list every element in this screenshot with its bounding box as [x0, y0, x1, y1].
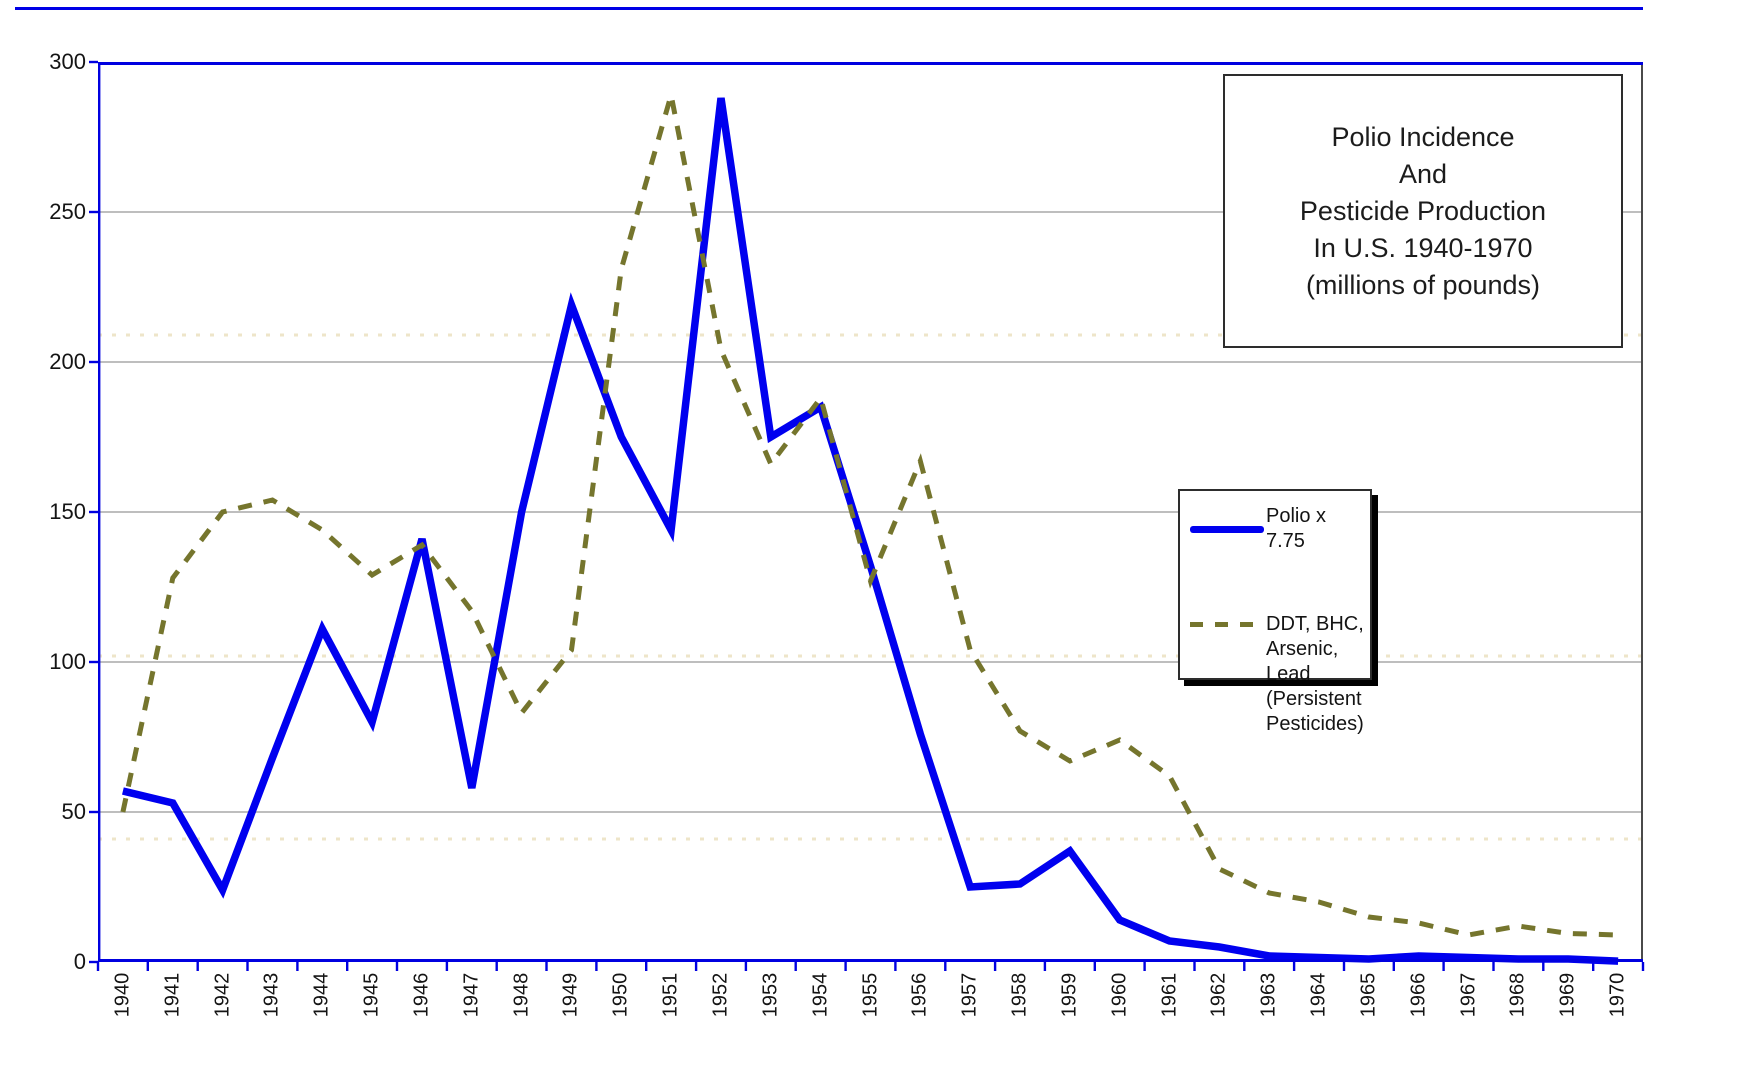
- x-axis-label: 1970: [1606, 972, 1629, 1018]
- chart-title-line: In U.S. 1940-1970: [1313, 232, 1533, 263]
- x-axis-label: 1969: [1556, 972, 1579, 1018]
- x-axis-label: 1968: [1506, 972, 1529, 1018]
- x-axis-label: 1964: [1307, 972, 1330, 1018]
- x-axis-label: 1949: [559, 972, 582, 1018]
- x-axis-label: 1948: [510, 972, 533, 1018]
- legend-pesticide-dash-sample-icon: [1190, 622, 1260, 627]
- y-axis-label: 150: [49, 499, 86, 524]
- y-axis-label: 100: [49, 649, 86, 674]
- x-axis-label: 1955: [859, 972, 881, 1018]
- chart-title-line: Pesticide Production: [1299, 195, 1547, 226]
- chart-outer-border-top: [15, 7, 1643, 10]
- x-axis-label: 1962: [1207, 972, 1230, 1018]
- x-axis-label: 1944: [310, 972, 333, 1018]
- legend-box: Polio x 7.75 DDT, BHC, Arsenic, Lead (Pe…: [1178, 489, 1372, 735]
- plot-area: [89, 60, 1645, 971]
- y-axis-label: 300: [49, 49, 86, 74]
- x-axis-label: 1963: [1257, 972, 1280, 1018]
- x-axis-label: 1960: [1108, 972, 1131, 1018]
- x-axis-label: 1940: [111, 972, 134, 1018]
- y-axis-label: 0: [73, 949, 86, 974]
- x-axis-label: 1953: [759, 972, 782, 1018]
- x-axis-label: 1957: [958, 972, 981, 1018]
- y-axis-label: 50: [61, 799, 86, 824]
- x-axis-label: 1961: [1158, 972, 1181, 1018]
- x-axis-label: 1958: [1008, 972, 1031, 1018]
- chart-title-line: Polio Incidence: [1331, 121, 1515, 152]
- x-axis-label: 1943: [260, 972, 283, 1018]
- chart-title-box: Polio Incidence And Pesticide Production…: [1223, 74, 1623, 348]
- x-axis-label: 1956: [908, 972, 931, 1018]
- legend-item-pesticides: DDT, BHC, Arsenic, Lead (Persistent Pest…: [1190, 612, 1366, 737]
- legend-item-polio: Polio x 7.75: [1190, 504, 1366, 554]
- x-axis-label: 1959: [1058, 972, 1081, 1018]
- y-axis-label: 200: [49, 349, 86, 374]
- y-axis-label: 250: [49, 199, 86, 224]
- x-axis-label: 1941: [161, 972, 184, 1018]
- x-axis-label: 1967: [1457, 972, 1480, 1018]
- x-axis-label: 1945: [360, 972, 383, 1018]
- x-axis-label: 1942: [211, 972, 234, 1018]
- legend-polio-line-sample-icon: [1190, 525, 1264, 533]
- x-axis-label: 1952: [709, 972, 732, 1018]
- x-axis-label: 1951: [659, 972, 682, 1018]
- chart-title-line: (millions of pounds): [1305, 269, 1541, 300]
- x-axis-label: 1950: [609, 972, 632, 1018]
- legend-polio-label: Polio x 7.75: [1266, 505, 1327, 552]
- chart-title-line: And: [1398, 158, 1448, 189]
- x-axis-label: 1954: [809, 972, 832, 1018]
- x-axis-label: 1947: [460, 972, 483, 1018]
- x-axis-label: 1965: [1357, 972, 1380, 1018]
- x-axis-label: 1966: [1407, 972, 1430, 1018]
- x-axis-label: 1946: [410, 972, 433, 1018]
- legend-pesticide-label: DDT, BHC, Arsenic, Lead (Persistent Pest…: [1266, 613, 1364, 735]
